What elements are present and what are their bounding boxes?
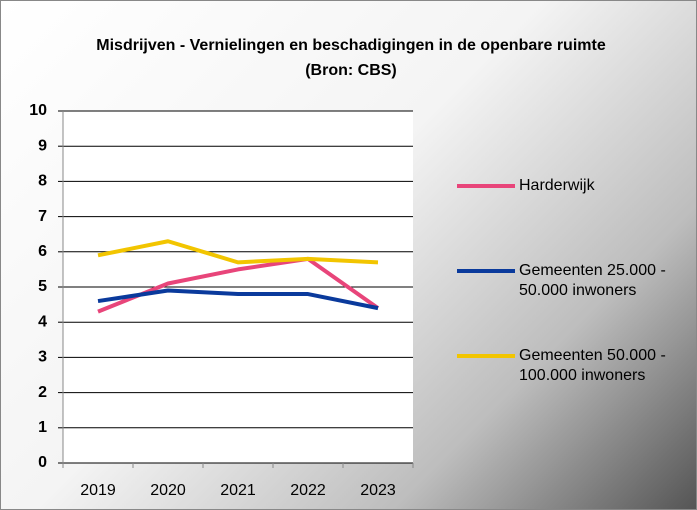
y-tick-label: 7	[38, 208, 47, 225]
x-tick-label: 2020	[150, 482, 186, 499]
x-tick-label: 2023	[360, 482, 396, 499]
y-tick-label: 6	[38, 243, 47, 260]
x-tick-label: 2021	[220, 482, 256, 499]
series-line	[97, 239, 379, 265]
y-tick-label: 4	[38, 313, 47, 330]
y-tick-label: 0	[38, 454, 47, 471]
x-tick-label: 2019	[80, 482, 116, 499]
legend-label: Gemeenten 25.000 - 50.000 inwoners	[519, 262, 666, 299]
legend-label: Harderwijk	[519, 177, 595, 194]
y-tick-label: 2	[38, 384, 47, 401]
y-tick-label: 10	[29, 102, 47, 119]
y-tick-label: 9	[38, 137, 47, 154]
y-tick-label: 8	[38, 173, 47, 190]
y-tick-label: 1	[38, 419, 47, 436]
y-tick-label: 3	[38, 349, 47, 366]
x-tick-label: 2022	[290, 482, 326, 499]
legend-label: Gemeenten 50.000 - 100.000 inwoners	[519, 347, 666, 384]
series-line	[97, 288, 379, 311]
y-tick-label: 5	[38, 278, 47, 295]
chart-title: Misdrijven - Vernielingen en beschadigin…	[96, 37, 606, 79]
